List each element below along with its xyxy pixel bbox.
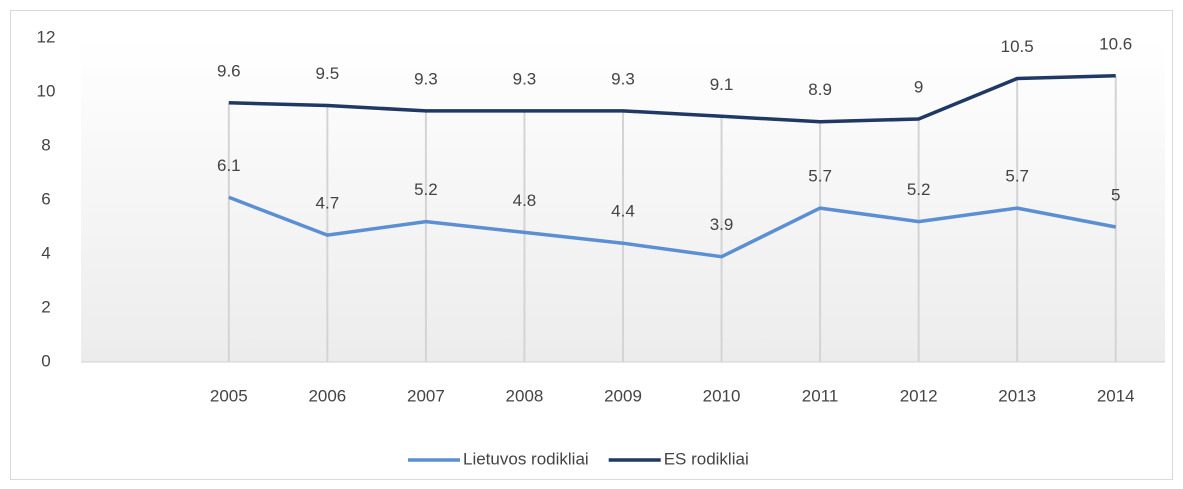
y-tick-label: 6 <box>41 189 50 208</box>
x-tick-label: 2007 <box>407 386 445 405</box>
data-label: 9.3 <box>414 69 438 88</box>
data-label: 9.5 <box>316 64 340 83</box>
data-label: 5.7 <box>1005 167 1029 186</box>
data-label: 10.5 <box>1001 37 1034 56</box>
data-label: 10.6 <box>1099 34 1132 53</box>
legend-label: ES rodikliai <box>664 449 749 468</box>
x-tick-label: 2012 <box>900 386 938 405</box>
x-tick-label: 2013 <box>998 386 1036 405</box>
y-tick-label: 10 <box>37 81 56 100</box>
data-label: 4.4 <box>611 202 635 221</box>
data-label: 4.8 <box>513 191 537 210</box>
data-label: 9 <box>914 77 923 96</box>
y-tick-label: 12 <box>37 27 56 46</box>
y-tick-label: 4 <box>41 243 50 262</box>
x-tick-label: 2011 <box>802 386 839 405</box>
x-tick-label: 2010 <box>703 386 741 405</box>
data-label: 9.6 <box>217 61 241 80</box>
x-tick-label: 2008 <box>506 386 544 405</box>
data-label: 9.1 <box>710 75 734 94</box>
x-tick-label: 2014 <box>1097 386 1135 405</box>
data-label: 5.2 <box>414 180 438 199</box>
data-label: 5 <box>1111 185 1120 204</box>
x-tick-label: 2005 <box>210 386 248 405</box>
series-line <box>228 195 1117 259</box>
series-line <box>228 74 1116 124</box>
data-label: 9.3 <box>611 69 635 88</box>
y-tick-label: 8 <box>41 135 50 154</box>
data-label: 4.7 <box>316 194 340 213</box>
data-label: 3.9 <box>710 215 734 234</box>
data-label: 5.7 <box>808 167 832 186</box>
data-label: 5.2 <box>907 180 931 199</box>
x-tick-label: 2009 <box>604 386 642 405</box>
y-tick-label: 0 <box>41 351 50 370</box>
x-tick-label: 2006 <box>308 386 346 405</box>
data-label: 8.9 <box>808 80 832 99</box>
legend-label: Lietuvos rodikliai <box>463 449 589 468</box>
data-label: 9.3 <box>513 69 537 88</box>
y-tick-label: 2 <box>41 297 50 316</box>
data-label: 6.1 <box>217 156 241 175</box>
